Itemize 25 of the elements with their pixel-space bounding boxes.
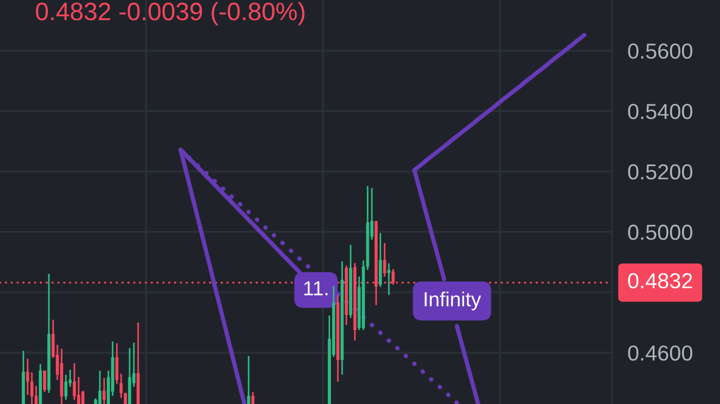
candlestick bbox=[383, 242, 386, 278]
candlestick bbox=[26, 358, 30, 396]
candlestick bbox=[247, 355, 250, 404]
y-tick-label: 0.5600 bbox=[628, 43, 692, 59]
candlestick bbox=[115, 342, 118, 385]
chart-title: 0.4832 -0.0039 (-0.80%) bbox=[36, 2, 304, 26]
candlestick bbox=[120, 373, 123, 399]
annotation: 11. bbox=[304, 281, 328, 296]
candlestick bbox=[102, 377, 106, 404]
candlestick bbox=[34, 385, 38, 404]
y-tick-label: 0.4600 bbox=[628, 345, 692, 361]
candlestick bbox=[43, 370, 46, 393]
candlestick bbox=[72, 362, 76, 401]
annotation: Infinity bbox=[424, 292, 482, 310]
ref-line-label: 0.4832 bbox=[628, 273, 692, 288]
candlestick bbox=[98, 370, 102, 404]
candlestick bbox=[77, 376, 80, 404]
candlestick bbox=[30, 372, 34, 404]
candlestick bbox=[387, 262, 390, 296]
candlestick bbox=[64, 374, 68, 401]
candlestick bbox=[251, 391, 254, 404]
candlestick bbox=[81, 390, 84, 404]
y-tick-label: 0.5200 bbox=[628, 164, 692, 180]
y-tick-label: 0.5400 bbox=[628, 104, 692, 120]
y-tick-label: 0.5000 bbox=[628, 224, 692, 240]
